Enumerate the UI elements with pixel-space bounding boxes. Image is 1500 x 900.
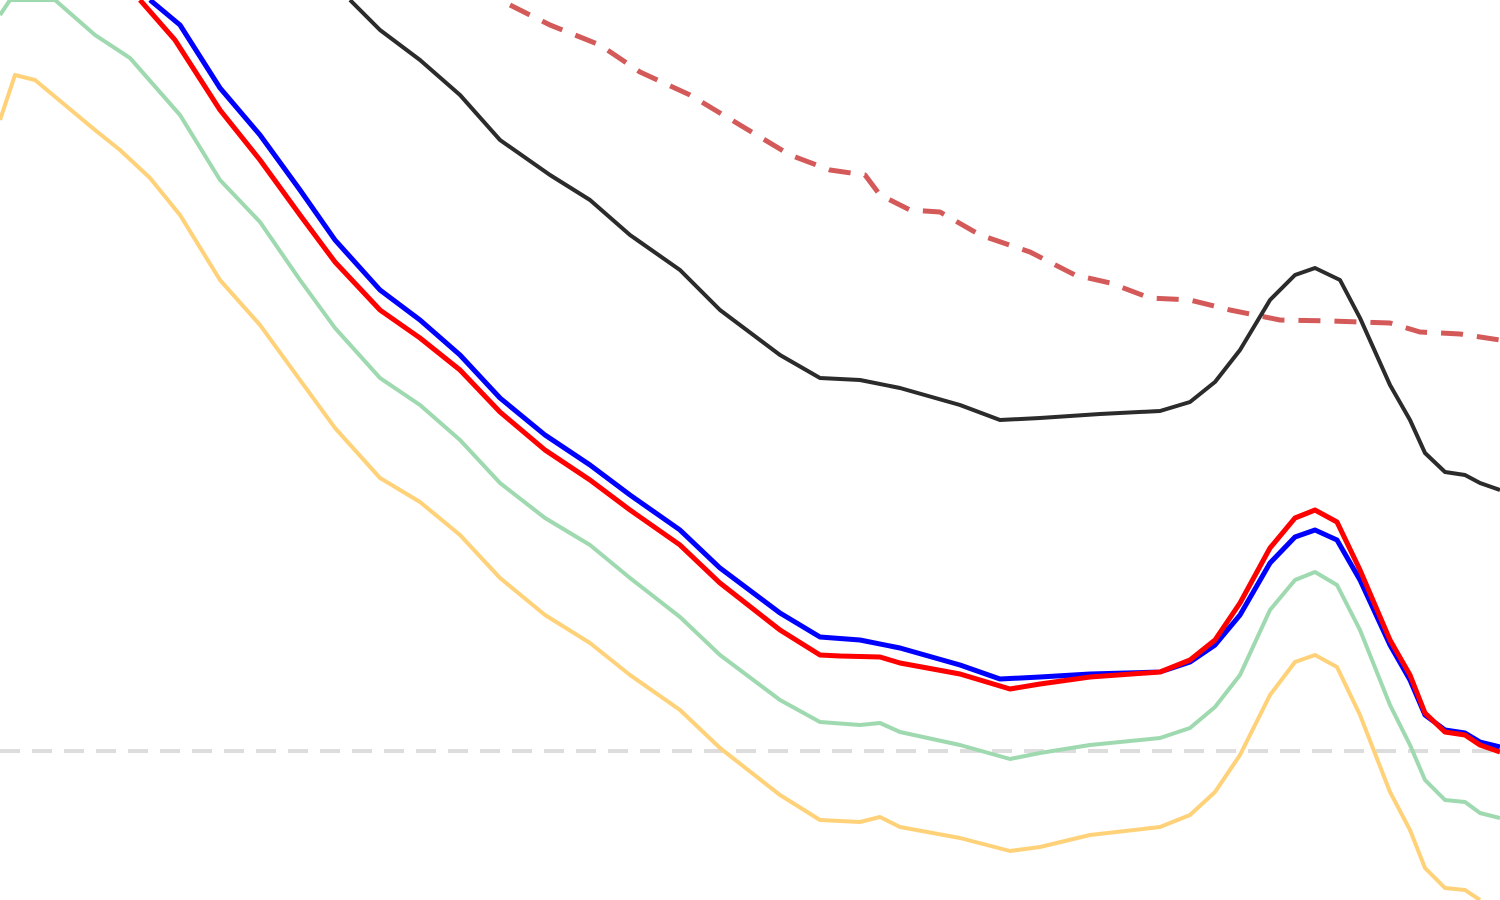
series-line-3: [0, 0, 1500, 820]
series-line-0: [508, 2, 1500, 343]
series-line-1: [348, 0, 1500, 492]
series-line-5: [138, 0, 1500, 755]
series-line-4: [148, 0, 1500, 750]
series-line-2: [0, 73, 1482, 900]
